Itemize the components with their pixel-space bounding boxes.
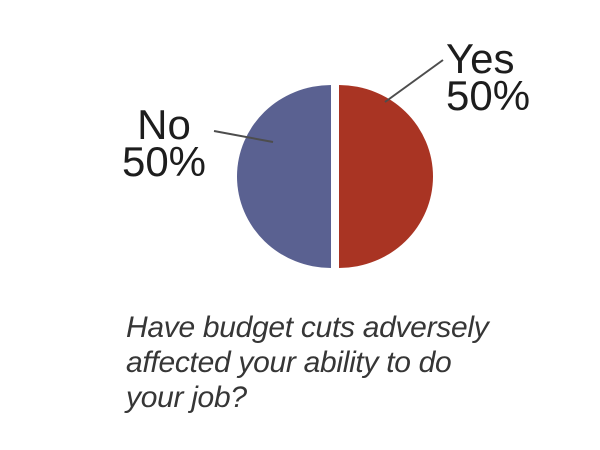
pie-slice-no [236, 85, 331, 268]
slice-label-no: No 50% [110, 101, 218, 185]
slice-label-no-value: 50% [121, 138, 207, 185]
slice-label-no-name: No [137, 101, 191, 148]
caption-line-1: Have budget cuts adversely [126, 311, 489, 344]
leader-line-yes [384, 59, 444, 103]
slice-label-yes-name: Yes [446, 35, 515, 82]
slice-label-yes-value: 50% [446, 72, 531, 119]
slice-label-yes: Yes 50% [446, 35, 531, 119]
pie-slice-yes [339, 85, 433, 268]
caption-line-2: affected your ability to do [126, 346, 452, 379]
chart-caption: Have budget cuts adversely affected your… [126, 310, 489, 415]
leader-line-no [213, 130, 274, 143]
caption-line-3: your job? [126, 381, 247, 414]
